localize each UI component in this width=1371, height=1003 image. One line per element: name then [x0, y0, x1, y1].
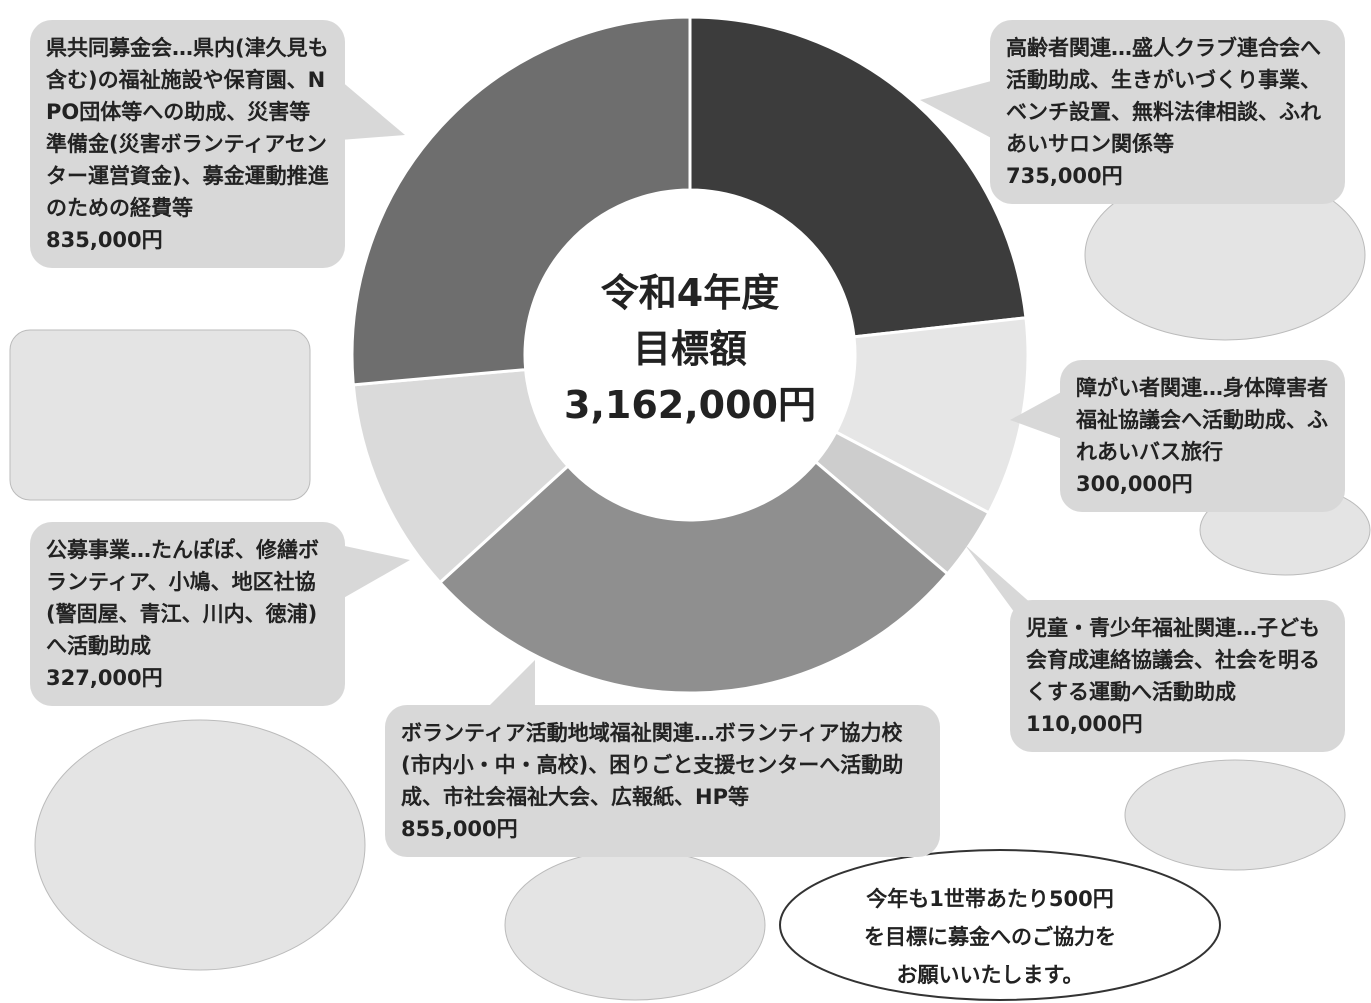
value-label: 110,000円	[1026, 712, 1143, 736]
value-label: 327,000円	[46, 666, 163, 690]
callout: ボランティア活動地域福祉関連…ボランティア協力校(市内小・中・高校)、困りごと支…	[385, 705, 940, 857]
illustration	[504, 849, 766, 1001]
callout-text: 児童・青少年福祉関連…子ども会育成連絡協議会、社会を明るくする運動へ活動助成	[1026, 616, 1320, 704]
callout-text: 高齢者関連…盛人クラブ連合会へ活動助成、生きがいづくり事業、ベンチ設置、無料法律…	[1006, 36, 1321, 156]
illustration	[9, 329, 311, 501]
note-line: お願いいたします。	[896, 963, 1084, 987]
callout: 高齢者関連…盛人クラブ連合会へ活動助成、生きがいづくり事業、ベンチ設置、無料法律…	[990, 20, 1345, 204]
donut	[350, 15, 1030, 695]
callout: 公募事業…たんぽぽ、修繕ボランティア、小鳩、地区社協(警固屋、青江、川内、徳浦)…	[30, 522, 345, 706]
callout-text: 公募事業…たんぽぽ、修繕ボランティア、小鳩、地区社協(警固屋、青江、川内、徳浦)…	[46, 538, 319, 658]
donut-segment	[437, 459, 950, 695]
pointer	[920, 80, 995, 140]
note-line: を目標に募金へのご協力を	[864, 925, 1116, 949]
pointer	[1010, 390, 1065, 440]
donut-hole	[527, 192, 853, 518]
note: 今年も1世帯あたり500円 を目標に募金へのご協力を お願いいたします。	[800, 880, 1180, 994]
center-line: 目標額	[632, 327, 747, 371]
speech-bubble	[779, 849, 1221, 1001]
callout-text: ボランティア活動地域福祉関連…ボランティア協力校(市内小・中・高校)、困りごと支…	[401, 721, 904, 809]
photo	[34, 719, 366, 971]
center-line: 3,162,000円	[564, 383, 816, 427]
value-label: 855,000円	[401, 817, 518, 841]
value-label: 735,000円	[1006, 164, 1123, 188]
value-label: 835,000円	[46, 228, 163, 252]
callout-pointers	[340, 80, 1065, 710]
pointer	[485, 660, 535, 710]
center-line: 令和4年度	[600, 271, 780, 315]
pointer	[340, 80, 405, 140]
callout-text: 県共同募金会…県内(津久見も含む)の福祉施設や保育園、NPO団体等への助成、災害…	[46, 36, 329, 220]
callout: 障がい者関連…身体障害者福祉協議会へ活動助成、ふれあいバス旅行 300,000円	[1060, 360, 1345, 512]
callout: 児童・青少年福祉関連…子ども会育成連絡協議会、社会を明るくする運動へ活動助成 11…	[1010, 600, 1345, 752]
center-text: 令和4年度目標額 3,162,000円	[540, 265, 840, 433]
illustration	[1124, 759, 1346, 871]
callout: 県共同募金会…県内(津久見も含む)の福祉施設や保育園、NPO団体等への助成、災害…	[30, 20, 345, 268]
donut-segment	[688, 15, 1028, 339]
note-line: 今年も1世帯あたり500円	[866, 887, 1114, 911]
callout-text: 障がい者関連…身体障害者福祉協議会へ活動助成、ふれあいバス旅行	[1076, 376, 1328, 464]
donut-segment	[350, 15, 692, 387]
value-label: 300,000円	[1076, 472, 1193, 496]
pointer	[340, 545, 410, 600]
